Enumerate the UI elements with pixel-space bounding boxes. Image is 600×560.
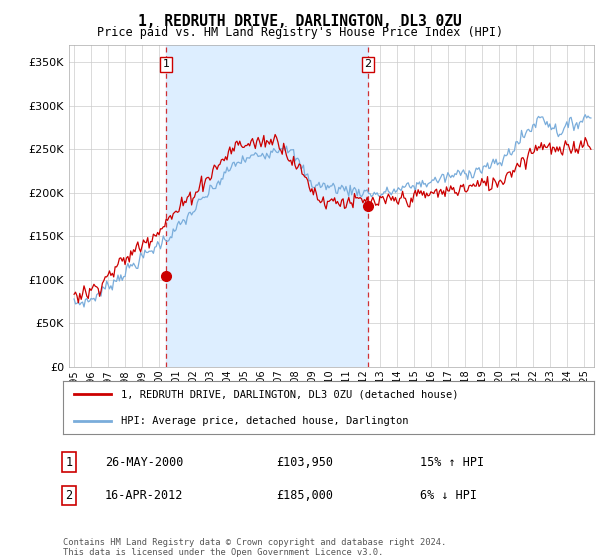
Text: 1: 1 — [163, 59, 170, 69]
Text: Contains HM Land Registry data © Crown copyright and database right 2024.
This d: Contains HM Land Registry data © Crown c… — [63, 538, 446, 557]
Text: 1: 1 — [65, 455, 73, 469]
Text: Price paid vs. HM Land Registry's House Price Index (HPI): Price paid vs. HM Land Registry's House … — [97, 26, 503, 39]
Text: 2: 2 — [364, 59, 371, 69]
Text: £185,000: £185,000 — [276, 489, 333, 502]
Text: 1, REDRUTH DRIVE, DARLINGTON, DL3 0ZU: 1, REDRUTH DRIVE, DARLINGTON, DL3 0ZU — [138, 14, 462, 29]
Text: 6% ↓ HPI: 6% ↓ HPI — [420, 489, 477, 502]
Text: 2: 2 — [65, 489, 73, 502]
Text: 15% ↑ HPI: 15% ↑ HPI — [420, 455, 484, 469]
Text: 16-APR-2012: 16-APR-2012 — [105, 489, 184, 502]
Bar — [166, 45, 368, 367]
Text: HPI: Average price, detached house, Darlington: HPI: Average price, detached house, Darl… — [121, 416, 409, 426]
Text: 26-MAY-2000: 26-MAY-2000 — [105, 455, 184, 469]
Text: 1, REDRUTH DRIVE, DARLINGTON, DL3 0ZU (detached house): 1, REDRUTH DRIVE, DARLINGTON, DL3 0ZU (d… — [121, 389, 459, 399]
Text: £103,950: £103,950 — [276, 455, 333, 469]
